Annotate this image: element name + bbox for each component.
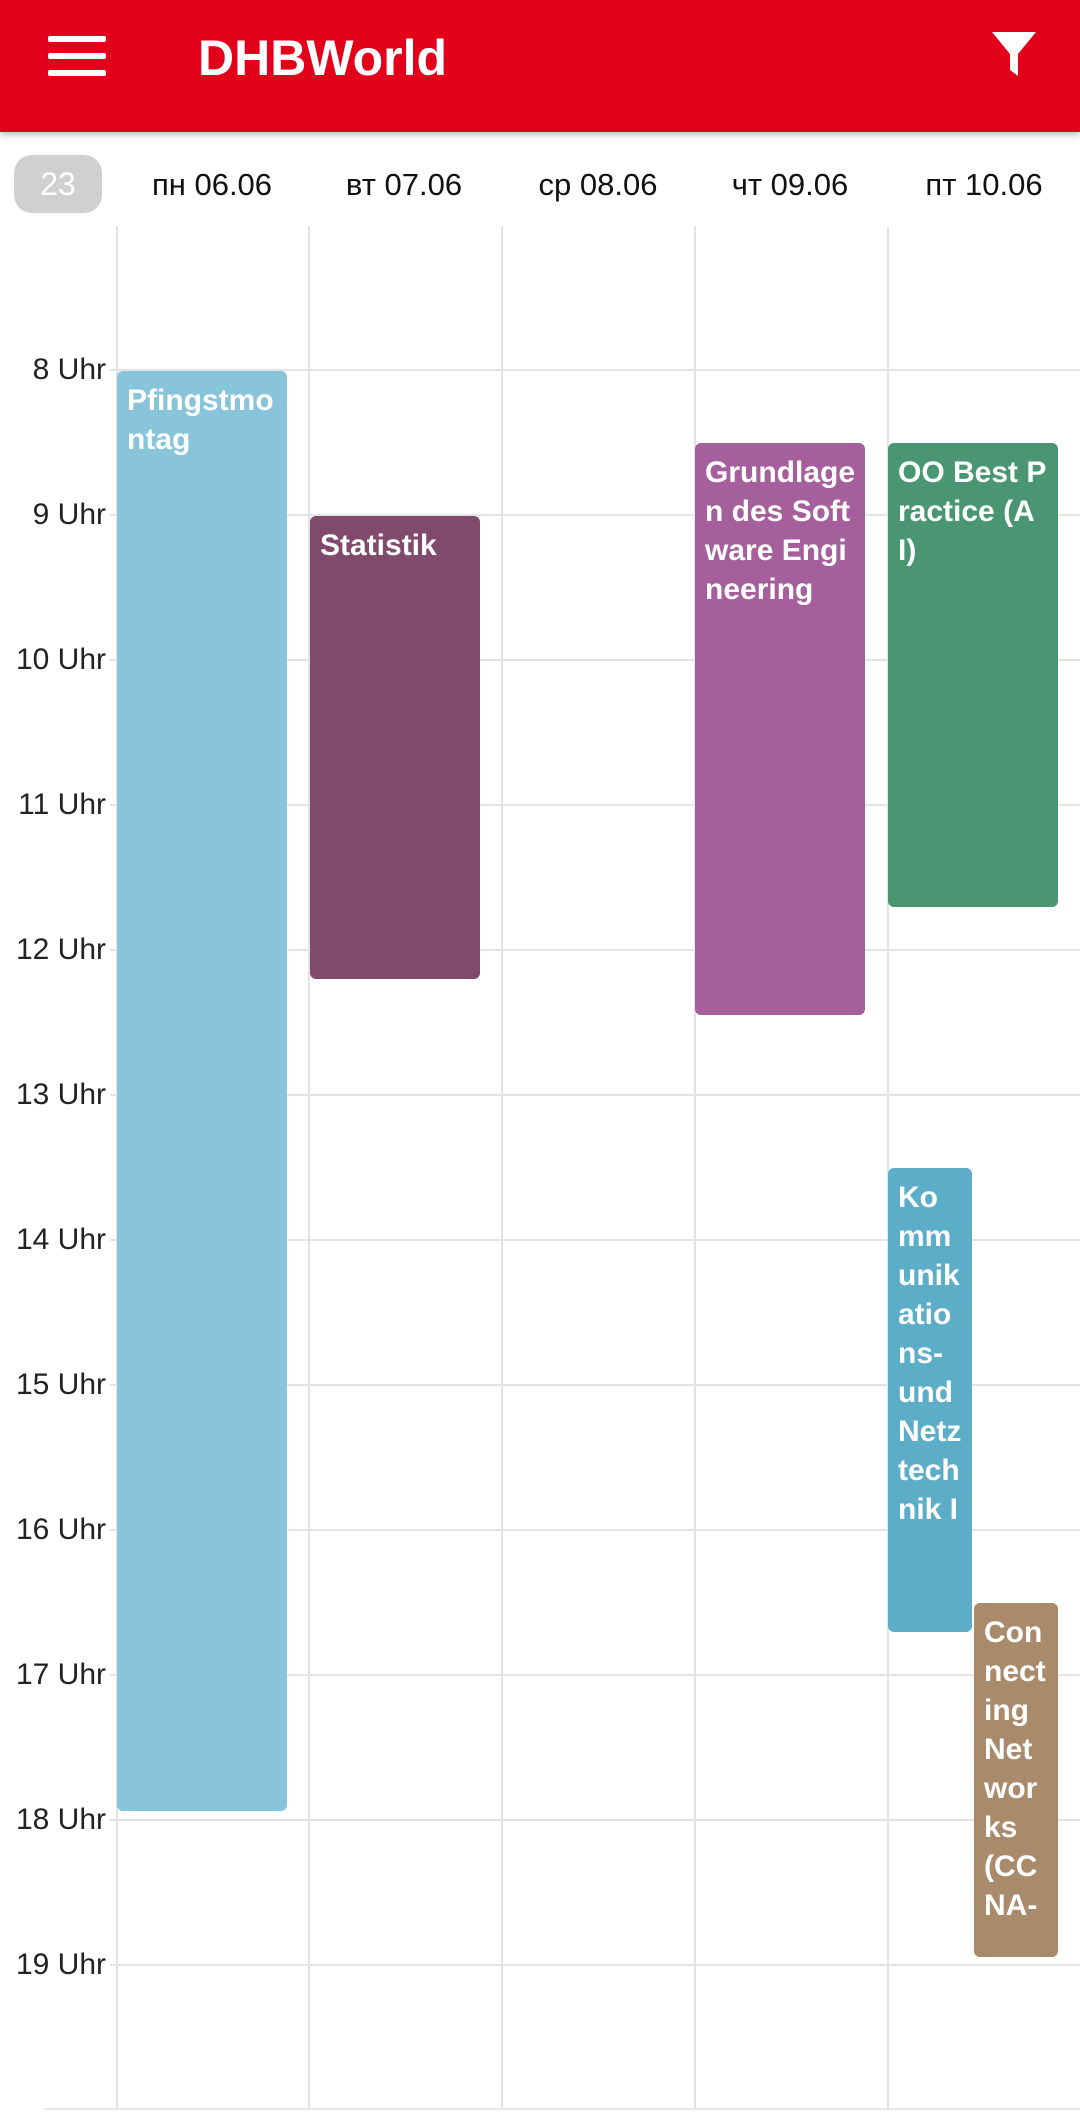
hour-label: 19 Uhr xyxy=(15,1948,106,1981)
hour-gridline xyxy=(110,369,1080,371)
hour-label: 12 Uhr xyxy=(15,933,106,966)
hour-label: 13 Uhr xyxy=(15,1078,106,1111)
hour-label: 18 Uhr xyxy=(15,1803,106,1836)
hour-label: 11 Uhr xyxy=(18,788,106,821)
hour-gridline xyxy=(110,1239,1080,1241)
hour-gridline xyxy=(110,1964,1080,1966)
event-title: OO Best Practice (AI) xyxy=(898,456,1047,567)
hour-gridline xyxy=(110,949,1080,951)
hour-gridline xyxy=(110,1674,1080,1676)
event-title: Connecting Networks (CCNA- xyxy=(984,1616,1046,1922)
hour-gridline xyxy=(110,514,1080,516)
day-header-thu[interactable]: чт 09.06 xyxy=(731,167,849,202)
app-bar: DHBWorld xyxy=(0,0,1080,132)
hour-gridline xyxy=(110,1094,1080,1096)
app-title: DHBWorld xyxy=(198,30,448,86)
hour-label: 16 Uhr xyxy=(15,1513,106,1546)
hour-gridline xyxy=(110,1529,1080,1531)
hour-label: 9 Uhr xyxy=(32,498,106,531)
bottom-divider xyxy=(44,2108,1080,2110)
grid-column-divider xyxy=(694,226,696,2110)
event-pfingstmontag[interactable]: Pfingstmontag xyxy=(117,371,287,1811)
hour-label: 15 Uhr xyxy=(15,1368,106,1401)
grid-column-divider xyxy=(887,226,889,2110)
week-number-badge[interactable]: 23 xyxy=(14,155,102,213)
event-title: Kommunikations- und Netztechnik I xyxy=(898,1181,962,1526)
week-grid[interactable] xyxy=(0,226,1080,2110)
grid-column-divider xyxy=(308,226,310,2110)
day-header-mon[interactable]: пн 06.06 xyxy=(151,167,273,202)
hour-gridline xyxy=(110,804,1080,806)
event-oo-best-practice[interactable]: OO Best Practice (AI) xyxy=(888,443,1058,907)
event-title: Grundlagen des Software Engineering xyxy=(705,456,856,606)
menu-icon[interactable] xyxy=(48,36,106,76)
day-header-fri[interactable]: пт 10.06 xyxy=(925,167,1043,202)
event-statistik[interactable]: Statistik xyxy=(310,516,480,979)
day-header-tue[interactable]: вт 07.06 xyxy=(345,167,463,202)
event-title: Statistik xyxy=(320,529,437,562)
grid-column-divider xyxy=(501,226,503,2110)
hour-label: 17 Uhr xyxy=(15,1658,106,1691)
event-kommunikations-netztechnik[interactable]: Kommunikations- und Netztechnik I xyxy=(888,1168,972,1632)
event-connecting-networks[interactable]: Connecting Networks (CCNA- xyxy=(974,1603,1058,1957)
event-title: Pfingstmontag xyxy=(127,384,274,456)
event-grundlagen-software-engineering[interactable]: Grundlagen des Software Engineering xyxy=(695,443,865,1015)
hour-gridline xyxy=(110,659,1080,661)
hour-label: 10 Uhr xyxy=(15,643,106,676)
hour-gridline xyxy=(110,1819,1080,1821)
hour-label: 14 Uhr xyxy=(15,1223,106,1256)
day-header-wed[interactable]: ср 08.06 xyxy=(538,167,658,202)
filter-icon[interactable] xyxy=(990,30,1038,80)
hour-label: 8 Uhr xyxy=(32,353,106,386)
hour-gridline xyxy=(110,1384,1080,1386)
